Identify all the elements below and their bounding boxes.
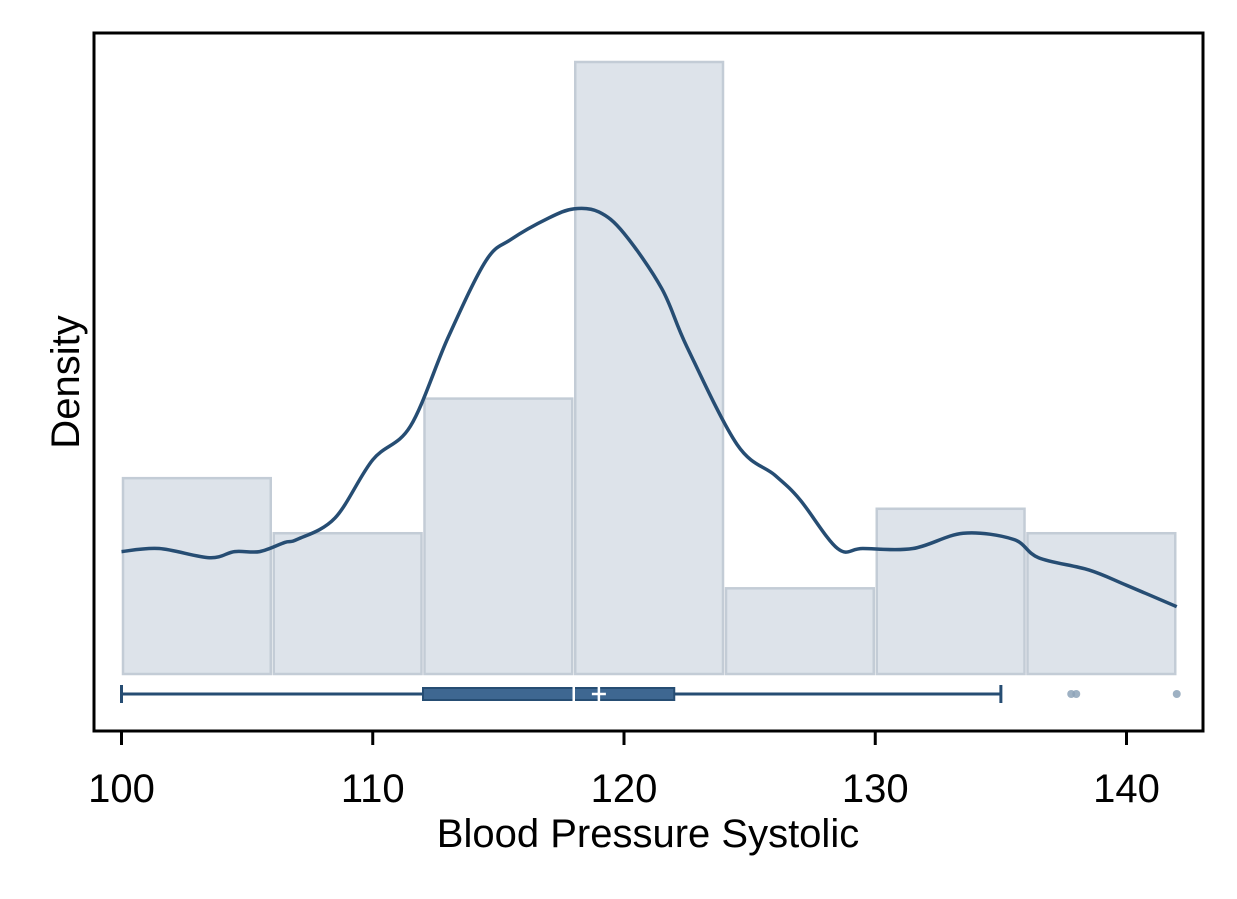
- histogram-bars: [121, 60, 1177, 676]
- y-axis-title: Density: [44, 315, 88, 448]
- boxplot-outlier: [1172, 690, 1181, 698]
- x-axis-title: Blood Pressure Systolic: [437, 812, 859, 856]
- boxplot: [120, 685, 1181, 703]
- boxplot-box: [422, 687, 676, 701]
- histogram-bar: [272, 531, 423, 676]
- boxplot-outlier: [1072, 690, 1081, 698]
- x-tick-label: 130: [842, 767, 909, 811]
- x-axis-ticks: 100 110 120 130 140: [88, 731, 1160, 811]
- histogram-bar: [121, 476, 272, 676]
- x-tick-label: 120: [591, 767, 658, 811]
- histogram-bar: [423, 397, 574, 676]
- histogram-bar: [875, 507, 1026, 676]
- histogram-bar: [1026, 531, 1177, 676]
- histogram-bar: [724, 587, 875, 676]
- x-tick-label: 100: [88, 767, 155, 811]
- histogram-bar: [574, 60, 725, 676]
- density-curve: [121, 206, 1178, 609]
- x-tick-label: 140: [1093, 767, 1160, 811]
- x-tick-label: 110: [341, 767, 405, 811]
